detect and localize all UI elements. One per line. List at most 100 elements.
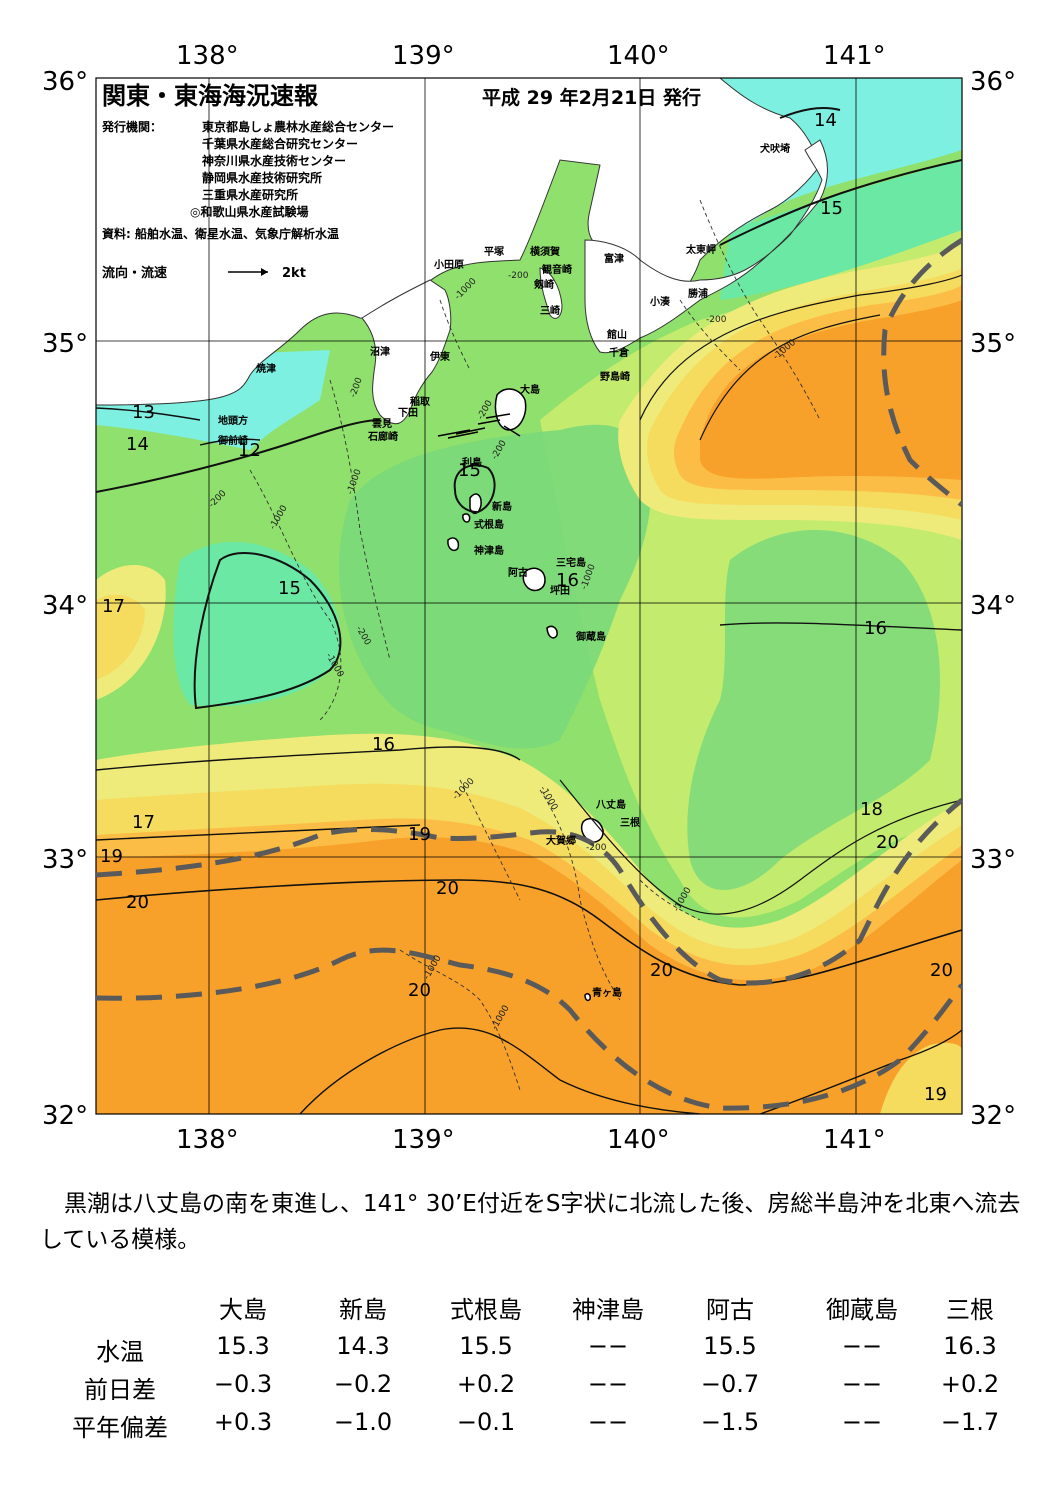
land	[96, 78, 828, 1002]
lat-label-left: 34°	[42, 591, 88, 621]
place-names: 犬吠埼 太東岬 勝浦 小湊 富津 横須賀 観音崎 平塚 剱崎 三崎 小田原 館山…	[217, 142, 790, 999]
lon-label-top: 139°	[392, 41, 455, 71]
place-name: 新島	[492, 500, 512, 513]
kuroshio-axis	[96, 237, 962, 1111]
isotherm-label: 19	[100, 846, 123, 867]
place-name: 雲見	[372, 418, 392, 430]
lat-label-right: 35°	[970, 329, 1016, 359]
isotherm-label: 15	[278, 578, 301, 599]
isotherm-label: 14	[126, 434, 149, 455]
place-name: 観音崎	[542, 263, 572, 276]
place-name: 御蔵島	[575, 630, 606, 643]
isotherms	[96, 107, 962, 1114]
lon-label-top: 140°	[607, 41, 670, 71]
current-vectors	[437, 413, 521, 439]
table-cell: +0.3	[213, 1408, 273, 1436]
data-sources: 資料: 船舶水温、衛星水温、気象庁解析水温	[102, 226, 339, 241]
place-name: 平塚	[484, 245, 504, 258]
isotherm-label: 13	[132, 402, 155, 423]
isotherm-label: 20	[650, 960, 673, 981]
isotherm-label: 20	[876, 832, 899, 853]
axis-labels: 138° 139° 140° 141° 138° 139° 140° 141° …	[42, 41, 1016, 1155]
isotherm-label: 16	[556, 570, 579, 591]
table-cell: −−	[587, 1332, 629, 1360]
isotherm-label: 20	[930, 960, 953, 981]
place-name: 太東岬	[685, 243, 716, 256]
place-name: 犬吠埼	[760, 142, 790, 155]
place-name: 阿古	[508, 566, 528, 579]
lon-label-top: 138°	[176, 41, 239, 71]
isotherm-label: 16	[864, 618, 887, 639]
table-cell: −0.7	[700, 1370, 760, 1398]
place-name: 式根島	[474, 518, 504, 531]
isotherm-label: 20	[408, 980, 431, 1001]
column-header: 神津島	[572, 1296, 644, 1324]
isotherm-labels: 14 15 13 14 12 15 15 16 17 16 16 17 18 1…	[100, 110, 953, 1105]
row-label: 水温	[96, 1338, 144, 1366]
table-cell: 15.5	[703, 1332, 757, 1360]
lat-label-left: 32°	[42, 1101, 88, 1131]
column-header: 新島	[339, 1296, 387, 1324]
issuer: 神奈川県水産技術センター	[202, 153, 346, 168]
place-name: 大島	[520, 383, 540, 396]
place-name: 剱崎	[533, 278, 554, 291]
summary-text: 黒潮は八丈島の南を東進し、141° 30’E付近をS字状に北流した後、房総半島沖…	[40, 1191, 1021, 1253]
isotherm-label: 17	[132, 812, 155, 833]
legend-arrowhead-icon	[261, 268, 268, 276]
place-name: 三宅島	[556, 556, 586, 569]
table-row: 平年偏差 +0.3 −1.0 −0.1 −− −1.5 −− −1.7	[40, 1408, 1040, 1446]
depth-label: -200	[508, 271, 529, 281]
isotherm-label: 17	[102, 596, 125, 617]
place-name: 焼津	[256, 362, 276, 375]
isotherm-label: 14	[814, 110, 837, 131]
isotherm-label: 20	[436, 878, 459, 899]
row-label: 平年偏差	[72, 1414, 168, 1442]
place-name: 御前崎	[217, 434, 248, 447]
place-name: 下田	[398, 407, 418, 419]
place-name: 野島崎	[600, 370, 630, 383]
isotherm-label: 18	[860, 799, 883, 820]
place-name: 千倉	[609, 346, 630, 359]
lon-label-bottom: 139°	[392, 1125, 455, 1155]
isotherm-label: 19	[408, 824, 431, 845]
map-title: 関東・東海海況速報	[102, 82, 319, 110]
issue-date: 平成 29 年2月21日 発行	[482, 86, 701, 109]
place-name: 館山	[606, 328, 627, 341]
table-row: 水温 15.3 14.3 15.5 −− 15.5 −− 16.3	[40, 1332, 1040, 1370]
lat-label-left: 36°	[42, 67, 88, 97]
place-name: 利島	[462, 456, 482, 469]
depth-contours	[249, 199, 821, 1091]
issuer: 千葉県水産総合研究センター	[202, 136, 358, 151]
table-cell: −1.0	[333, 1408, 393, 1436]
issuer: 東京都島しょ農林水産総合センター	[202, 119, 394, 134]
table-cell: 15.3	[216, 1332, 270, 1360]
table-cell: −−	[587, 1408, 629, 1436]
place-name: 大賀郷	[546, 834, 576, 847]
table-header-row: 大島 新島 式根島 神津島 阿古 御蔵島 三根	[40, 1290, 1040, 1328]
lat-label-left: 33°	[42, 845, 88, 875]
sst-map: 138° 139° 140° 141° 138° 139° 140° 141° …	[42, 41, 1016, 1155]
isotherm-label: 12	[238, 440, 261, 461]
lon-label-bottom: 140°	[607, 1125, 670, 1155]
depth-label: -200	[706, 315, 727, 325]
sea-temperature-fill	[96, 78, 962, 1114]
isotherm-label: 15	[820, 198, 843, 219]
place-name: 三崎	[540, 304, 560, 317]
column-header: 三根	[946, 1296, 994, 1324]
table-cell: +0.2	[456, 1370, 516, 1398]
lat-label-left: 35°	[42, 329, 88, 359]
place-name: 小湊	[649, 295, 671, 308]
isotherm-label: 19	[924, 1084, 947, 1105]
issuer: 三重県水産研究所	[202, 187, 298, 202]
isotherm-label: 15	[458, 460, 481, 481]
table-cell: 15.5	[459, 1332, 513, 1360]
place-name: 伊東	[429, 350, 450, 363]
table-cell: −0.1	[456, 1408, 516, 1436]
table-cell: −1.5	[700, 1408, 760, 1436]
issuer: 静岡県水産技術研究所	[202, 170, 322, 185]
row-label: 前日差	[84, 1376, 156, 1404]
column-header: 阿古	[706, 1296, 754, 1324]
place-name: 石廊崎	[367, 430, 398, 443]
map-header: 関東・東海海況速報 平成 29 年2月21日 発行 発行機関： 東京都島しょ農林…	[101, 82, 701, 281]
table-cell: −−	[841, 1408, 883, 1436]
